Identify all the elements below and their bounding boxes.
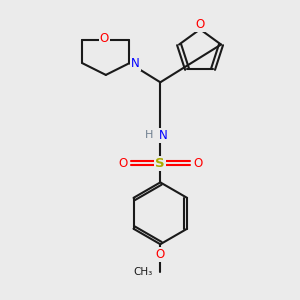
Text: O: O bbox=[118, 157, 127, 170]
Text: O: O bbox=[195, 18, 205, 32]
Text: O: O bbox=[100, 32, 109, 45]
Text: N: N bbox=[131, 57, 140, 70]
Text: N: N bbox=[159, 129, 168, 142]
Text: CH₃: CH₃ bbox=[134, 267, 153, 277]
Text: O: O bbox=[156, 248, 165, 261]
Text: S: S bbox=[155, 157, 165, 170]
Text: H: H bbox=[145, 130, 153, 140]
Text: O: O bbox=[194, 157, 202, 170]
